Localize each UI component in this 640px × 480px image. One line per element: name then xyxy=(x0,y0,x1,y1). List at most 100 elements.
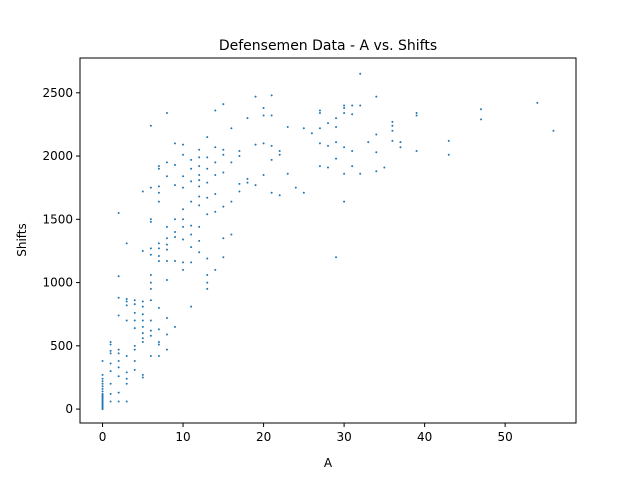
data-point xyxy=(335,117,338,120)
data-point xyxy=(286,125,289,128)
data-point xyxy=(351,165,354,168)
data-point xyxy=(101,360,104,363)
data-point xyxy=(149,299,152,302)
data-point xyxy=(415,112,418,115)
data-point xyxy=(222,256,225,259)
data-point xyxy=(302,191,305,194)
data-point xyxy=(286,172,289,175)
data-point xyxy=(133,299,136,302)
data-point xyxy=(149,220,152,223)
data-point xyxy=(206,196,209,199)
data-point xyxy=(157,260,160,263)
data-point xyxy=(190,200,193,203)
data-point xyxy=(391,124,394,127)
data-point xyxy=(117,275,120,278)
data-point xyxy=(343,172,346,175)
data-point xyxy=(109,341,112,344)
data-point xyxy=(318,142,321,145)
data-point xyxy=(157,191,160,194)
data-point xyxy=(359,172,362,175)
data-point xyxy=(206,287,209,290)
data-point xyxy=(125,304,128,307)
data-point xyxy=(165,248,168,251)
data-point xyxy=(149,354,152,357)
data-point xyxy=(157,306,160,309)
y-tick-label: 1500 xyxy=(42,212,73,226)
data-point xyxy=(399,141,402,144)
data-point xyxy=(343,200,346,203)
data-point xyxy=(141,300,144,303)
data-point xyxy=(198,239,201,242)
data-point xyxy=(335,256,338,259)
data-point xyxy=(149,253,152,256)
data-point xyxy=(351,104,354,107)
data-point xyxy=(190,261,193,264)
data-point xyxy=(101,392,104,395)
data-point xyxy=(109,400,112,403)
data-point xyxy=(278,153,281,156)
data-point xyxy=(165,112,168,115)
data-point xyxy=(133,327,136,330)
data-point xyxy=(270,158,273,161)
data-point xyxy=(375,151,378,154)
data-point xyxy=(117,352,120,355)
data-point xyxy=(182,268,185,271)
x-tick-label: 50 xyxy=(498,430,513,444)
data-point xyxy=(182,208,185,211)
data-point xyxy=(149,281,152,284)
data-point xyxy=(190,167,193,170)
data-point xyxy=(117,296,120,299)
data-point xyxy=(133,344,136,347)
data-point xyxy=(117,366,120,369)
data-point xyxy=(157,343,160,346)
data-point xyxy=(375,95,378,98)
data-point xyxy=(141,341,144,344)
data-point xyxy=(125,354,128,357)
data-point xyxy=(198,195,201,198)
x-axis-label: A xyxy=(324,456,333,470)
x-tick-label: 30 xyxy=(336,430,351,444)
data-point xyxy=(222,205,225,208)
data-point xyxy=(206,136,209,139)
data-point xyxy=(165,237,168,240)
data-point xyxy=(157,354,160,357)
data-point xyxy=(165,243,168,246)
data-point xyxy=(262,114,265,117)
data-point xyxy=(125,242,128,245)
data-point xyxy=(117,348,120,351)
data-point xyxy=(174,184,177,187)
data-point xyxy=(367,141,370,144)
data-point xyxy=(165,225,168,228)
data-point xyxy=(141,376,144,379)
data-point xyxy=(214,210,217,213)
data-point xyxy=(182,261,185,264)
data-point xyxy=(391,129,394,132)
data-point xyxy=(101,377,104,380)
data-point xyxy=(351,113,354,116)
data-point xyxy=(206,213,209,216)
data-point xyxy=(174,218,177,221)
data-point xyxy=(415,149,418,152)
data-point xyxy=(222,171,225,174)
data-point xyxy=(133,360,136,363)
data-point xyxy=(117,360,120,363)
data-point xyxy=(182,218,185,221)
data-point xyxy=(343,146,346,149)
data-point xyxy=(214,193,217,196)
data-point xyxy=(182,153,185,156)
data-point xyxy=(149,186,152,189)
data-point xyxy=(327,122,329,125)
y-axis: 0 500 1000 1500 2000 2500 xyxy=(42,86,80,416)
data-point xyxy=(149,124,152,127)
data-point xyxy=(157,242,160,245)
y-tick-label: 2500 xyxy=(42,86,73,100)
y-axis-label: Shifts xyxy=(15,223,29,257)
data-point xyxy=(198,251,201,254)
data-point xyxy=(174,325,177,328)
data-point xyxy=(318,109,321,112)
data-point xyxy=(270,144,273,147)
data-point xyxy=(149,319,152,322)
data-point xyxy=(206,181,209,184)
